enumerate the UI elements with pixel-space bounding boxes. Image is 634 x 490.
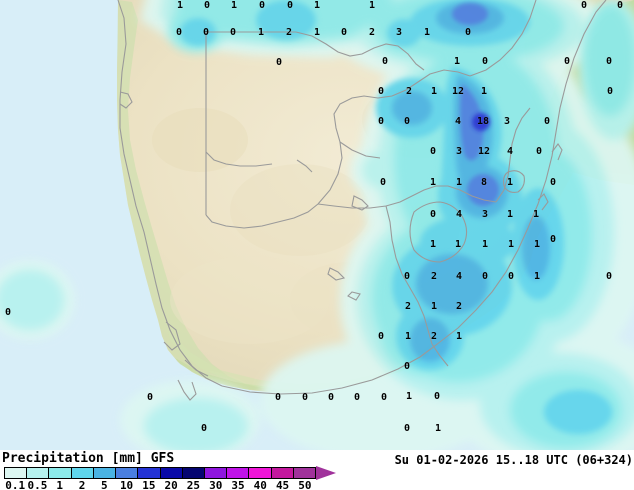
colorbar-wrapper[interactable]: [4, 466, 336, 480]
colorbar-swatch-10-15[interactable]: [116, 468, 139, 478]
colorbar-swatch-35-40[interactable]: [227, 468, 250, 478]
colorbar-tick-0.5: 0.5: [27, 479, 48, 490]
colorbar-swatch-0.5-1[interactable]: [27, 468, 50, 478]
colorbar-tick-15: 15: [142, 479, 156, 490]
colorbar-tick-0.1: 0.1: [5, 479, 26, 490]
terrain-mottle-1: [152, 108, 248, 172]
colorbar-swatch-1-2[interactable]: [49, 468, 72, 478]
colorbar-tick-30: 30: [209, 479, 223, 490]
terrain-mottle-2: [230, 164, 370, 256]
colorbar[interactable]: [4, 467, 316, 479]
colorbar-overflow-arrow: [316, 466, 336, 480]
west-coast-green: [117, 0, 262, 390]
colorbar-swatch-20-25[interactable]: [160, 468, 183, 478]
colorbar-tick-45: 45: [275, 479, 290, 490]
colorbar-swatch->50[interactable]: [293, 468, 316, 478]
colorbar-tick-20: 20: [164, 479, 178, 490]
precipitation-map[interactable]: 1 0 1 0 0 1 1 0 0 0 0 0 1 2 1 0 2 3 1 0 0 0 1 0 0 0 0 2 1 12 1 0 0 0 4 18 3 0…: [0, 0, 634, 450]
border-layer: [117, 0, 607, 401]
terrain-mottle-4: [170, 256, 330, 344]
south-coast-green-2: [168, 330, 436, 390]
colorbar-swatch-45-50[interactable]: [271, 468, 294, 478]
colorbar-swatch-25-30[interactable]: [182, 468, 205, 478]
colorbar-tick-2: 2: [78, 479, 86, 490]
colorbar-tick-labels: 0.1 0.5 1 2 5 10 15 20 25 30 35 40 45 50: [4, 479, 344, 490]
colorbar-tick-40: 40: [253, 479, 267, 490]
colorbar-tick-25: 25: [186, 479, 201, 490]
legend-panel: Precipitation [mm] GFS Su 01-02-2026 15.…: [0, 450, 634, 490]
colorbar-swatch-5-10[interactable]: [93, 468, 117, 478]
colorbar-swatch-40-45[interactable]: [249, 468, 272, 478]
colorbar-swatch-30-35[interactable]: [204, 468, 228, 478]
colorbar-swatch-15-20[interactable]: [138, 468, 161, 478]
colorbar-tick-1: 1: [56, 479, 64, 490]
colorbar-tick-35: 35: [231, 479, 245, 490]
colorbar-tick-5: 5: [100, 479, 108, 490]
colorbar-swatch-2-5[interactable]: [71, 468, 94, 478]
colorbar-swatch-0.1-0.5[interactable]: [5, 468, 28, 478]
precipitation-field: [0, 0, 634, 450]
colorbar-tick-50: 50: [298, 479, 312, 490]
legend-title: Precipitation [mm] GFS: [2, 451, 175, 466]
colorbar-tick-10: 10: [119, 479, 134, 490]
map-canvas: [0, 0, 634, 450]
forecast-timestamp: Su 01-02-2026 15..18 UTC (06+324): [394, 453, 633, 467]
